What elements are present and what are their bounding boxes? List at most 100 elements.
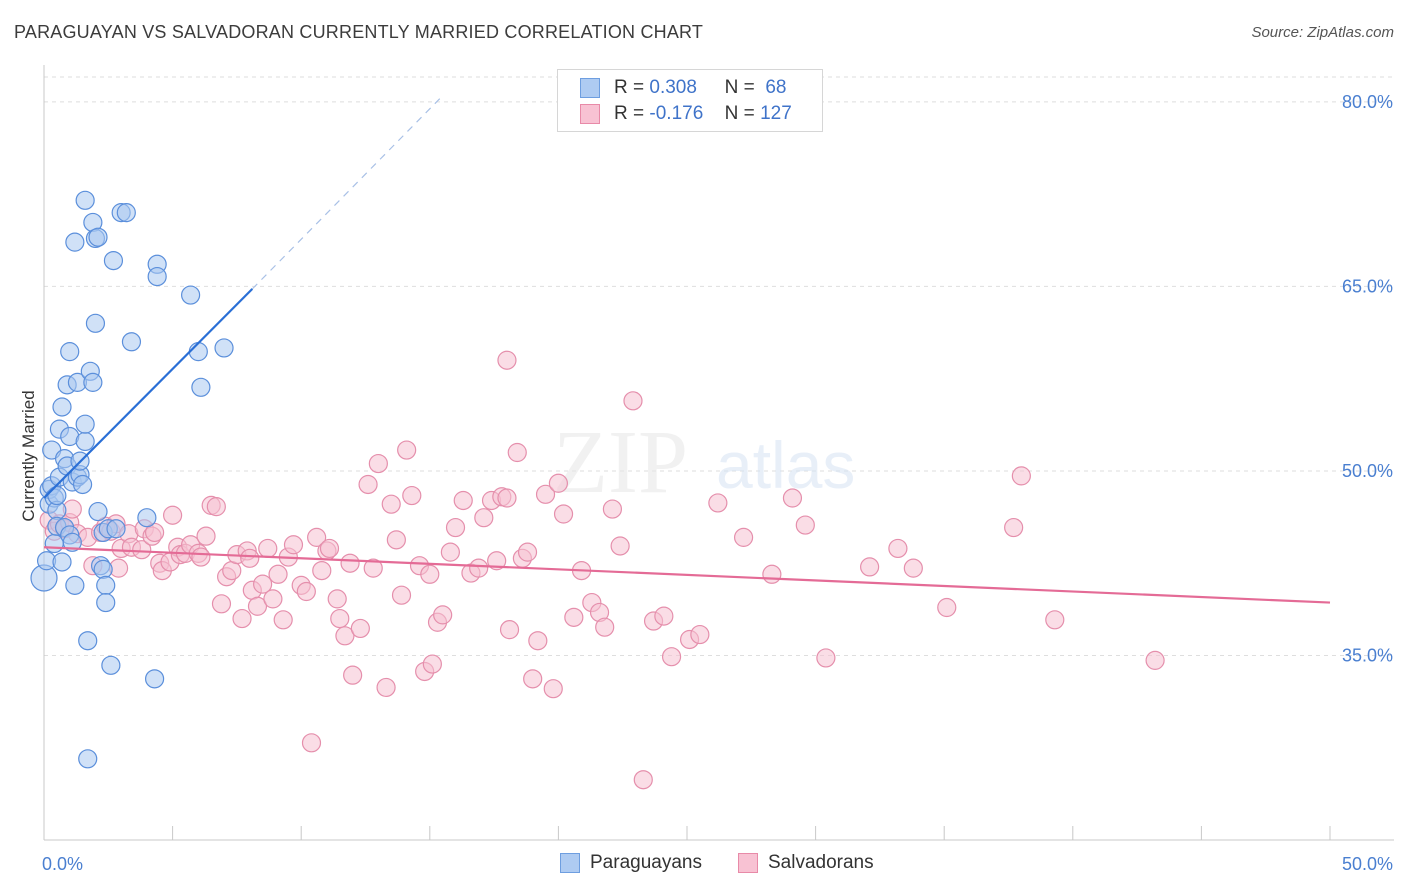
salvadoran-point: [132, 540, 152, 560]
paraguayan-point: [88, 501, 108, 522]
salvadoran-point: [397, 440, 417, 460]
salvadoran-point: [517, 542, 538, 562]
y-tick-label: 65.0%: [1342, 276, 1393, 296]
grid-lines: [44, 76, 1394, 656]
paraguayan-point: [181, 285, 201, 305]
salvadoran-point: [191, 547, 211, 567]
paraguayan-point: [214, 338, 234, 358]
salvadoran-point: [499, 620, 520, 640]
legend-item-paraguayans[interactable]: Paraguayans: [560, 852, 702, 874]
legend-swatch-paraguayans: [560, 853, 580, 873]
paraguayan-point: [137, 508, 157, 528]
y-tick-label: 80.0%: [1342, 92, 1393, 112]
salvadoran-point: [283, 535, 304, 555]
salvadoran-point: [312, 560, 332, 581]
legend-row-salvadorans: R = -0.176 N = 127: [580, 102, 792, 126]
paraguayan-point: [147, 266, 167, 287]
salvadoran-point: [487, 551, 507, 571]
paraguayans-trend-line: [43, 288, 254, 499]
watermark: ZIP atlas: [553, 413, 855, 512]
salvadoran-point: [610, 536, 630, 556]
salvadoran-point: [469, 558, 489, 578]
legend-n-label: N =: [724, 77, 755, 98]
paraguayan-point: [52, 552, 72, 572]
paraguayan-point: [103, 250, 124, 271]
y-axis-label: Currently Married: [19, 390, 38, 521]
paraguayan-point: [188, 342, 208, 362]
salvadoran-point: [420, 564, 440, 584]
paraguayan-point: [75, 414, 95, 434]
salvadoran-point: [422, 654, 442, 674]
salvadoran-point: [474, 508, 494, 528]
salvadoran-point: [553, 504, 574, 524]
salvadoran-point: [273, 610, 293, 630]
paraguayan-point: [96, 575, 116, 595]
paraguayan-point: [96, 592, 116, 613]
y-tick-label: 50.0%: [1342, 461, 1393, 481]
salvadoran-point: [381, 494, 401, 514]
salvadoran-point: [330, 608, 350, 629]
legend-n-value: 127: [760, 103, 792, 124]
salvadoran-point: [903, 558, 923, 578]
paraguayan-point: [106, 519, 126, 539]
salvadoran-point: [196, 526, 216, 546]
salvadoran-point: [240, 548, 260, 568]
salvadoran-point: [358, 474, 378, 495]
salvadoran-point: [258, 538, 278, 559]
salvadoran-point: [433, 605, 453, 625]
source-credit: Source: ZipAtlas.com: [1251, 24, 1394, 41]
paraguayan-point: [101, 655, 121, 675]
paraguayan-point: [75, 190, 95, 210]
y-tick-labels: 35.0% 50.0% 65.0% 80.0%: [1342, 92, 1393, 666]
paraguayan-point: [116, 203, 136, 223]
paraguayan-point: [144, 669, 165, 689]
salvadoran-point: [661, 647, 682, 667]
legend-n-value: 68: [765, 77, 787, 98]
salvadoran-point: [319, 538, 340, 559]
salvadoran-point: [523, 669, 543, 689]
legend-swatch-salvadorans: [738, 853, 758, 873]
legend-r-label: R =: [614, 103, 645, 124]
paraguayans-trend-extension: [251, 95, 444, 290]
legend-swatch-paraguayans: [580, 78, 600, 98]
paraguayan-point: [121, 332, 142, 352]
salvadoran-point: [860, 557, 880, 577]
salvadoran-point: [335, 626, 355, 646]
salvadoran-point: [1045, 610, 1065, 630]
salvadoran-point: [391, 585, 412, 605]
trend-lines: [43, 95, 1331, 604]
stats-legend: R = 0.308 N = 68 R = -0.176 N = 127: [557, 69, 823, 132]
salvadoran-point: [340, 553, 360, 573]
salvadoran-point: [363, 558, 383, 578]
salvadoran-point: [263, 589, 283, 609]
x-tick-label: 0.0%: [42, 854, 83, 874]
salvadoran-point: [548, 473, 569, 493]
paraguayans-points: [30, 190, 234, 769]
legend-r-value: -0.176: [649, 103, 704, 124]
paraguayan-point: [60, 342, 80, 362]
series-legend: Paraguayans Salvadorans: [0, 852, 1406, 876]
salvadoran-point: [445, 517, 466, 538]
salvadoran-point: [1004, 517, 1024, 538]
paraguayan-point: [62, 532, 82, 552]
paraguayan-point: [85, 313, 106, 333]
paraguayan-point: [78, 631, 98, 651]
salvadoran-point: [232, 608, 252, 629]
salvadoran-point: [376, 677, 396, 698]
paraguayan-point: [93, 559, 113, 579]
salvadoran-point: [206, 497, 226, 517]
salvadoran-point: [795, 515, 815, 535]
salvadoran-point: [144, 522, 165, 543]
salvadoran-point: [1011, 466, 1031, 486]
salvadoran-point: [633, 770, 653, 790]
salvadoran-point: [368, 453, 388, 474]
legend-item-salvadorans[interactable]: Salvadorans: [738, 852, 874, 874]
salvadoran-point: [440, 542, 460, 562]
salvadoran-point: [253, 574, 273, 594]
paraguayan-point: [65, 575, 85, 595]
salvadoran-point: [296, 581, 316, 602]
y-tick-label: 35.0%: [1342, 645, 1393, 665]
legend-r-label: R =: [614, 77, 645, 98]
salvadoran-point: [222, 560, 242, 581]
